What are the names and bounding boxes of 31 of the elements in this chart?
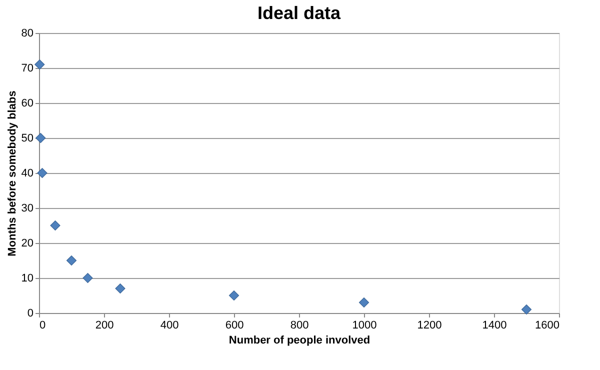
y-tick-label: 20 — [21, 238, 34, 250]
x-tick-label: 400 — [160, 320, 179, 332]
x-axis-title: Number of people involved — [228, 334, 370, 346]
point — [82, 272, 93, 284]
x-tick-label: 1600 — [535, 320, 560, 332]
point — [521, 304, 532, 315]
x-tick-label: 200 — [95, 320, 114, 332]
y-tick-label: 30 — [21, 202, 34, 214]
point — [115, 283, 126, 294]
y-tick-label: 40 — [21, 168, 34, 180]
y-tick-label: 0 — [27, 308, 34, 320]
y-tick-label: 10 — [21, 272, 34, 284]
x-tick-label: 1000 — [352, 320, 377, 332]
x-tick-label: 600 — [225, 320, 244, 332]
point — [37, 168, 48, 178]
y-axis-title: Months before somebody blabs — [6, 90, 18, 256]
y-tick-label: 50 — [21, 132, 34, 144]
x-tick-label: 1200 — [417, 320, 442, 332]
point — [34, 59, 45, 70]
chart-title: Ideal data — [257, 3, 342, 23]
x-tick-label: 800 — [290, 320, 309, 332]
x-tick-label: 1400 — [482, 320, 507, 332]
y-tick-label: 70 — [21, 62, 34, 74]
point — [228, 290, 240, 301]
point — [358, 297, 370, 308]
point — [36, 132, 46, 144]
point — [66, 255, 77, 266]
y-tick-label: 80 — [21, 28, 34, 40]
x-tick-label: 0 — [40, 320, 46, 332]
y-tick-label: 60 — [21, 98, 34, 110]
point — [50, 220, 60, 231]
